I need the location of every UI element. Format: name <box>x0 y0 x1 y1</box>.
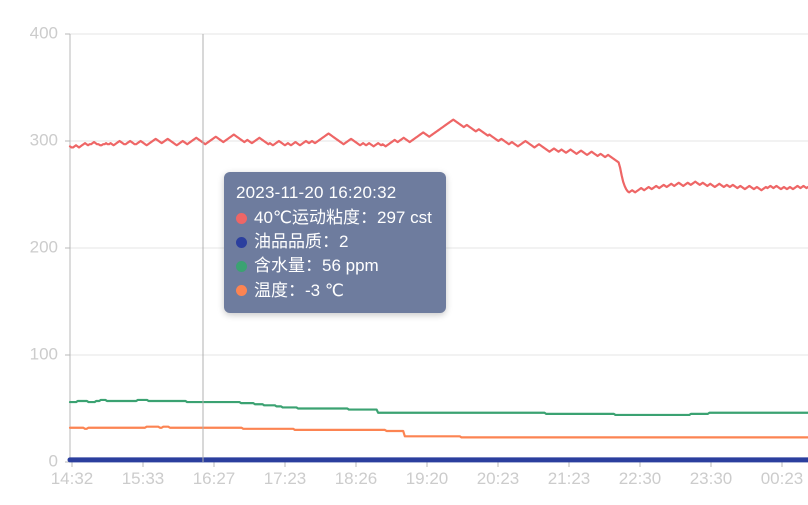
x-axis-tick-label: 16:27 <box>193 469 236 488</box>
tooltip-row: 油品品质：2 <box>236 230 432 254</box>
series-line <box>68 398 808 417</box>
tooltip-row-text: 40℃运动粘度：297 cst <box>254 208 432 228</box>
axis-ticks <box>65 33 783 467</box>
y-axis-tick-label: 200 <box>30 237 58 256</box>
series-marker-icon <box>236 260 247 272</box>
y-axis-tick-label: 300 <box>30 130 58 149</box>
tooltip-row-text: 油品品质：2 <box>254 232 349 252</box>
tooltip-row: 40℃运动粘度：297 cst <box>236 206 432 230</box>
x-axis-tick-label: 00:23 <box>761 469 804 488</box>
tooltip-rows: 40℃运动粘度：297 cst 油品品质：2 含水量：56 ppm 温度：-3 ℃ <box>236 206 432 303</box>
y-axis-tick-label: 400 <box>30 23 58 42</box>
x-axis-tick-label: 21:23 <box>548 469 591 488</box>
tooltip-row: 温度：-3 ℃ <box>236 279 432 303</box>
x-axis-tick-label: 23:30 <box>690 469 733 488</box>
series-line <box>68 118 808 194</box>
x-axis-tick-label: 18:26 <box>335 469 378 488</box>
x-axis-tick-label: 14:32 <box>51 469 94 488</box>
tooltip-row-text: 含水量：56 ppm <box>254 256 379 276</box>
tooltip: 2023-11-20 16:20:32 40℃运动粘度：297 cst 油品品质：… <box>224 172 446 313</box>
x-axis-tick-label: 22:30 <box>619 469 662 488</box>
series-lines <box>67 118 808 463</box>
series-marker-icon <box>236 236 247 248</box>
x-axis-tick-label: 20:23 <box>477 469 520 488</box>
tooltip-row-text: 温度：-3 ℃ <box>254 280 344 300</box>
series-marker-icon <box>236 212 247 224</box>
x-axis-tick-label: 15:33 <box>122 469 165 488</box>
x-axis-labels: 14:32 15:33 16:27 17:23 18:26 19:20 20:23 21:23… <box>51 469 804 488</box>
x-axis-tick-label: 19:20 <box>406 469 449 488</box>
tooltip-row: 含水量：56 ppm <box>236 254 432 278</box>
y-axis-labels: 0 100 200 300 400 <box>30 23 58 470</box>
series-line <box>68 425 808 439</box>
y-axis-tick-label: 0 <box>49 451 58 470</box>
tooltip-title: 2023-11-20 16:20:32 <box>236 183 397 202</box>
series-marker-icon <box>236 285 247 297</box>
x-axis-tick-label: 17:23 <box>264 469 307 488</box>
y-axis-tick-label: 100 <box>30 344 58 363</box>
